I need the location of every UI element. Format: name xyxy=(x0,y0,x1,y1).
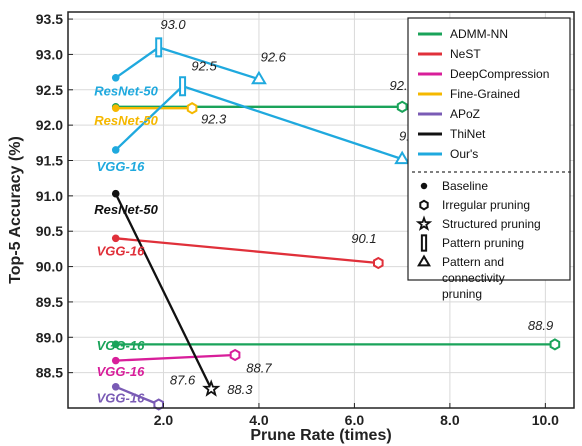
value-label: 90.1 xyxy=(351,231,376,246)
network-label: VGG-16 xyxy=(97,390,145,405)
legend-marker-label-line: Pattern and xyxy=(442,255,504,269)
legend-entry: ADMM-NN xyxy=(450,27,508,41)
legend: ADMM-NN NeST DeepCompression Fine-Grained AP… xyxy=(407,17,574,301)
series-layer xyxy=(111,37,561,411)
y-tick-label: 91.5 xyxy=(36,153,63,169)
baseline-dot xyxy=(111,73,120,82)
series-line xyxy=(115,237,379,265)
baseline-dot xyxy=(111,356,120,365)
star-marker xyxy=(202,379,221,397)
x-tick-label: 10.0 xyxy=(532,412,559,428)
hexagon-marker xyxy=(186,102,198,115)
network-label: ResNet-50 xyxy=(94,113,158,128)
value-label: 88.7 xyxy=(246,361,272,376)
y-tick-label: 93.0 xyxy=(36,46,63,62)
hexagon-marker xyxy=(153,398,164,411)
value-label: 87.6 xyxy=(170,373,196,388)
legend-box xyxy=(407,17,571,281)
value-label: 92.6 xyxy=(261,50,287,65)
baseline-dot xyxy=(111,234,120,243)
y-axis-title: Top-5 Accuracy (%) xyxy=(7,136,24,284)
legend-marker-label: Pattern pruning xyxy=(442,236,524,250)
legend-marker-label: Irregular pruning xyxy=(442,198,530,212)
baseline-dot xyxy=(111,340,120,349)
y-tick-label: 92.0 xyxy=(36,117,63,133)
value-label: 88.3 xyxy=(227,382,253,397)
hexagon-marker xyxy=(229,348,241,362)
y-tick-label: 89.0 xyxy=(36,329,63,345)
legend-entry: Fine-Grained xyxy=(450,87,520,101)
network-label: VGG-16 xyxy=(97,364,145,379)
network-label: ResNet-50 xyxy=(94,202,158,217)
value-label: 93.0 xyxy=(160,17,186,32)
series-group xyxy=(111,189,221,397)
bar-marker xyxy=(155,37,163,58)
tick-layer: 2.0 4.0 6.0 8.0 10.0 88.5 89.0 89.5 90.0 90.5 91.0… xyxy=(36,11,559,428)
series-group xyxy=(111,76,411,165)
x-tick-label: 4.0 xyxy=(249,412,269,428)
legend-marker-label: Baseline xyxy=(442,179,488,193)
series-group xyxy=(111,37,267,85)
series-group xyxy=(111,100,408,113)
bar-marker xyxy=(179,76,187,97)
baseline-dot xyxy=(111,146,120,154)
legend-marker-label-line: pruning xyxy=(442,287,482,301)
series-group xyxy=(111,382,164,411)
plot-frame xyxy=(67,11,575,409)
legend-entry: ThiNet xyxy=(450,127,486,141)
baseline-dot xyxy=(111,104,120,112)
bar-marker xyxy=(420,234,428,252)
hexagon-marker xyxy=(396,100,408,113)
series-line xyxy=(114,193,213,390)
network-label: VGG-16 xyxy=(97,159,145,174)
series-group xyxy=(111,348,241,365)
triangle-marker xyxy=(417,254,431,267)
legend-entry: Our's xyxy=(450,147,478,161)
series-group xyxy=(111,338,561,351)
hexagon-marker xyxy=(373,256,384,270)
x-tick-label: 2.0 xyxy=(154,412,174,428)
series-line xyxy=(115,353,236,362)
legend-entry: APoZ xyxy=(450,107,480,121)
hexagon-marker xyxy=(419,199,429,211)
value-label: 92.5 xyxy=(191,59,217,74)
legend-marker-label-line: connectivity xyxy=(442,271,505,285)
baseline-dot xyxy=(111,189,120,198)
series-group xyxy=(111,102,198,115)
network-label: ResNet-50 xyxy=(94,83,158,98)
legend-entry: NeST xyxy=(450,47,481,61)
legend-marker-label: Pattern and connectivity pruning xyxy=(442,255,505,301)
series-group xyxy=(111,234,384,270)
x-tick-label: 6.0 xyxy=(345,412,365,428)
x-axis-title: Prune Rate (times) xyxy=(250,427,391,444)
y-tick-label: 88.5 xyxy=(36,365,63,381)
x-tick-label: 8.0 xyxy=(440,412,460,428)
value-label: 88.9 xyxy=(528,318,553,333)
star-marker xyxy=(415,215,433,231)
series-line xyxy=(115,385,160,406)
network-label: VGG-16 xyxy=(97,243,145,258)
network-label: VGG-16 xyxy=(97,338,145,353)
legend-marker-label: Structured pruning xyxy=(442,217,541,231)
y-tick-label: 89.5 xyxy=(36,294,63,310)
triangle-marker xyxy=(251,70,267,85)
y-tick-label: 92.5 xyxy=(36,82,63,98)
baseline-dot xyxy=(420,182,428,190)
hexagon-marker xyxy=(549,338,561,351)
value-label: 92.3 xyxy=(201,112,227,127)
y-tick-label: 91.0 xyxy=(36,188,63,204)
y-tick-label: 90.0 xyxy=(36,259,63,275)
legend-entry: DeepCompression xyxy=(450,67,549,81)
triangle-marker xyxy=(394,150,411,165)
y-tick-label: 93.5 xyxy=(36,11,63,27)
y-tick-label: 90.5 xyxy=(36,223,63,239)
series-line xyxy=(115,46,260,81)
baseline-dot xyxy=(111,382,120,391)
